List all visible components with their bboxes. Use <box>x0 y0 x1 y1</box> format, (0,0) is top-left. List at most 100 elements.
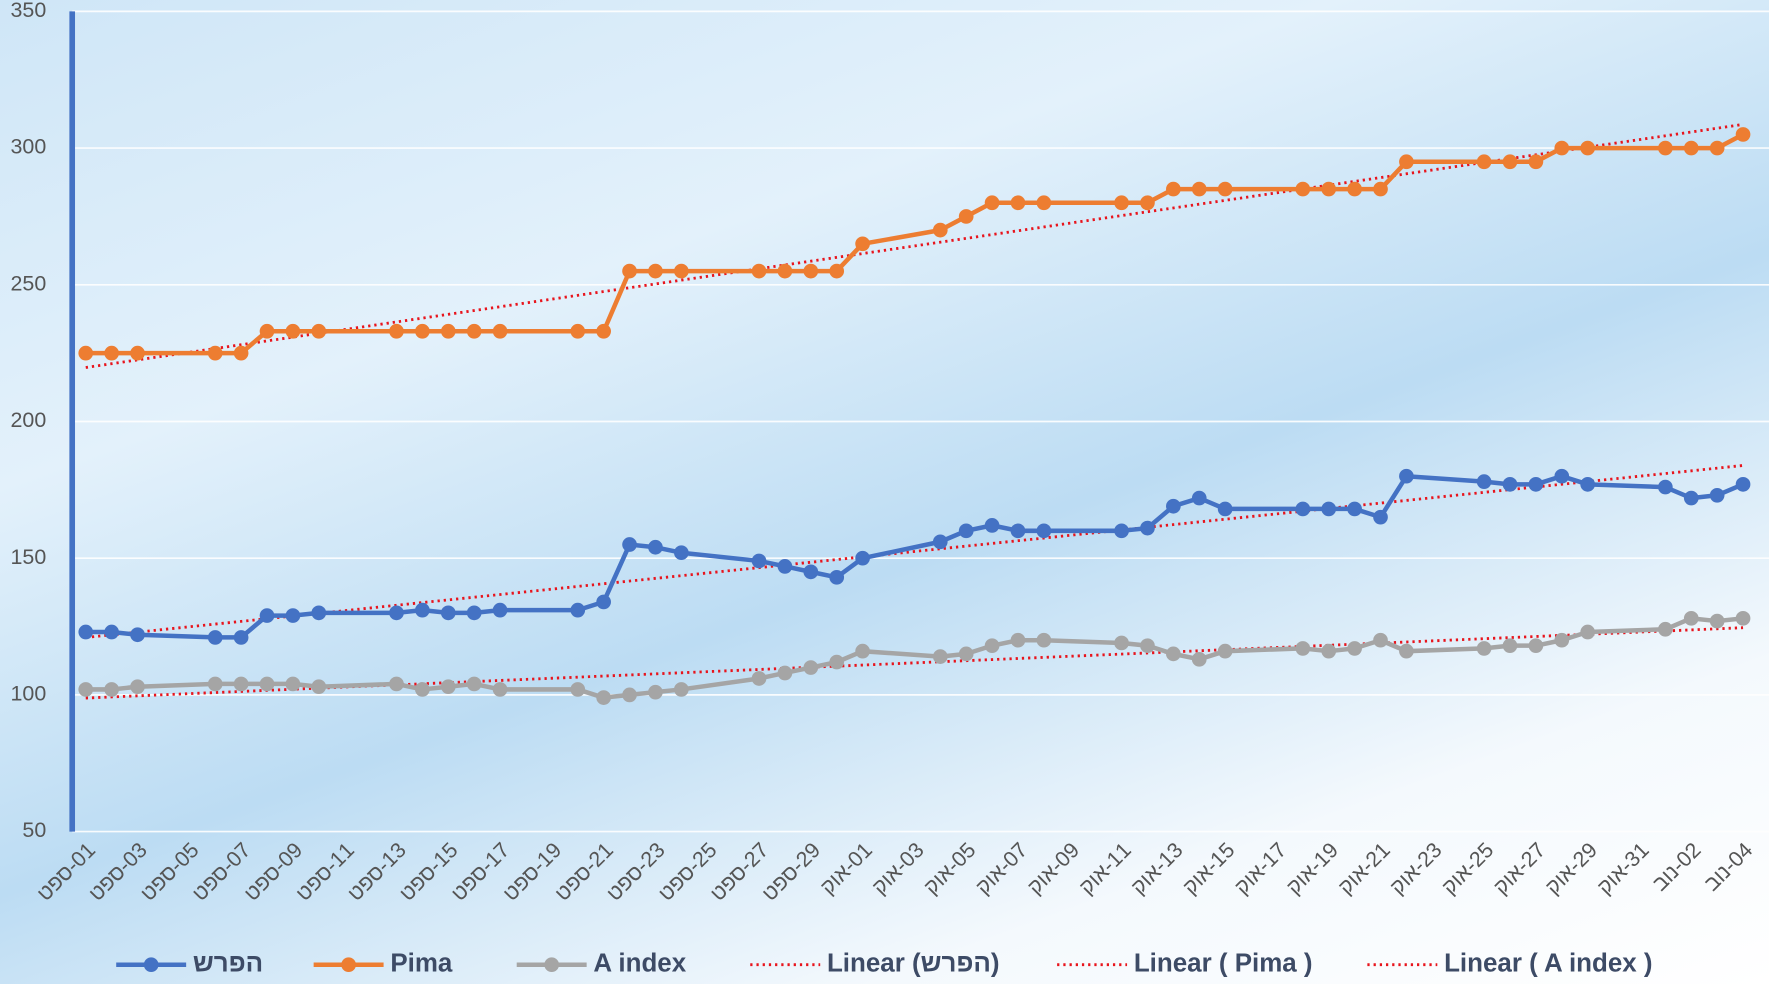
x-tick-label: 23-אוק <box>1385 838 1446 899</box>
y-tick-label: 150 <box>11 545 47 569</box>
legend-label: הפרש <box>193 950 263 978</box>
data-point <box>1321 181 1337 197</box>
data-point <box>1502 638 1518 654</box>
data-point <box>803 263 819 279</box>
data-point <box>415 323 430 339</box>
data-point <box>311 323 327 339</box>
data-point <box>1114 523 1129 539</box>
x-tick-label: 11-אוק <box>1075 838 1136 899</box>
data-point <box>492 323 508 339</box>
data-point <box>311 605 327 621</box>
data-point <box>1036 195 1052 211</box>
series-line <box>85 132 1745 356</box>
data-point <box>104 682 119 697</box>
data-point <box>1658 479 1673 495</box>
legend-label: A index <box>593 950 686 978</box>
x-tick-label: 19-אוק <box>1282 838 1343 899</box>
data-point <box>78 624 94 640</box>
data-point <box>1735 127 1751 142</box>
data-point <box>1399 468 1414 484</box>
data-point <box>1191 181 1207 197</box>
data-point <box>492 682 508 697</box>
data-point <box>1010 523 1026 539</box>
data-point <box>1217 643 1233 659</box>
y-tick-label: 100 <box>11 682 47 706</box>
x-tick-label: 09-אוק <box>1023 838 1084 899</box>
data-point <box>596 690 611 705</box>
legend-marker <box>544 957 560 973</box>
y-tick-label: 300 <box>11 135 47 159</box>
data-point <box>1399 154 1414 170</box>
data-point <box>1502 477 1518 492</box>
y-tick-label: 350 <box>11 0 47 22</box>
data-point <box>674 545 689 561</box>
data-point <box>1658 140 1673 156</box>
data-point <box>104 345 119 361</box>
legend-label: Linear ( A index ) <box>1444 950 1652 978</box>
data-point <box>1683 611 1699 626</box>
data-point <box>1114 195 1129 211</box>
x-tick-label: 01-אוק <box>816 838 877 899</box>
data-point <box>1528 154 1544 170</box>
data-point <box>1709 613 1725 629</box>
data-point <box>777 559 793 574</box>
data-point <box>1295 501 1311 517</box>
data-point <box>1580 624 1596 640</box>
data-point <box>130 679 145 695</box>
data-point <box>1036 523 1052 539</box>
x-tick-label: 29-אוק <box>1541 838 1602 899</box>
data-point <box>78 682 94 697</box>
data-point <box>440 679 456 695</box>
data-point <box>1166 498 1181 514</box>
x-tick-label: 25-אוק <box>1437 838 1498 899</box>
data-point <box>1709 487 1725 503</box>
data-point <box>1580 477 1596 492</box>
y-tick-label: 250 <box>11 271 47 295</box>
data-point <box>259 676 275 692</box>
data-point <box>1373 632 1388 648</box>
data-point <box>1580 140 1596 156</box>
data-point <box>777 263 793 279</box>
data-point <box>1476 474 1492 489</box>
data-point <box>466 323 482 339</box>
data-point <box>415 682 430 697</box>
data-point <box>932 222 948 238</box>
data-point <box>1399 643 1414 659</box>
y-tick-label: 200 <box>11 408 47 432</box>
data-point <box>648 684 663 700</box>
data-point <box>311 679 327 695</box>
data-point <box>1010 632 1026 648</box>
data-point <box>984 195 1000 211</box>
data-point <box>1347 181 1362 197</box>
data-point <box>389 323 404 339</box>
data-point <box>984 638 1000 654</box>
data-point <box>1735 477 1751 492</box>
data-point <box>829 654 845 670</box>
data-point <box>259 323 275 339</box>
x-tick-label: 07-אוק <box>971 838 1032 899</box>
data-point <box>1191 490 1207 506</box>
data-point <box>622 687 637 703</box>
data-point <box>1476 154 1492 170</box>
data-point <box>855 643 870 659</box>
data-point <box>1476 641 1492 656</box>
data-point <box>1735 611 1751 626</box>
data-point <box>233 630 249 645</box>
data-point <box>233 676 249 692</box>
data-point <box>570 682 586 697</box>
data-point <box>1683 490 1699 506</box>
data-point <box>984 518 1000 533</box>
data-point <box>466 676 482 692</box>
data-point <box>1528 477 1544 492</box>
data-point <box>1191 652 1207 667</box>
data-point <box>1683 140 1699 156</box>
data-point <box>415 602 430 618</box>
data-point <box>751 671 767 686</box>
data-point <box>1114 635 1129 651</box>
data-point <box>1036 632 1052 648</box>
data-point <box>492 602 508 618</box>
data-point <box>1140 520 1155 536</box>
data-point <box>751 553 767 569</box>
data-point <box>648 263 663 279</box>
data-point <box>1373 181 1388 197</box>
